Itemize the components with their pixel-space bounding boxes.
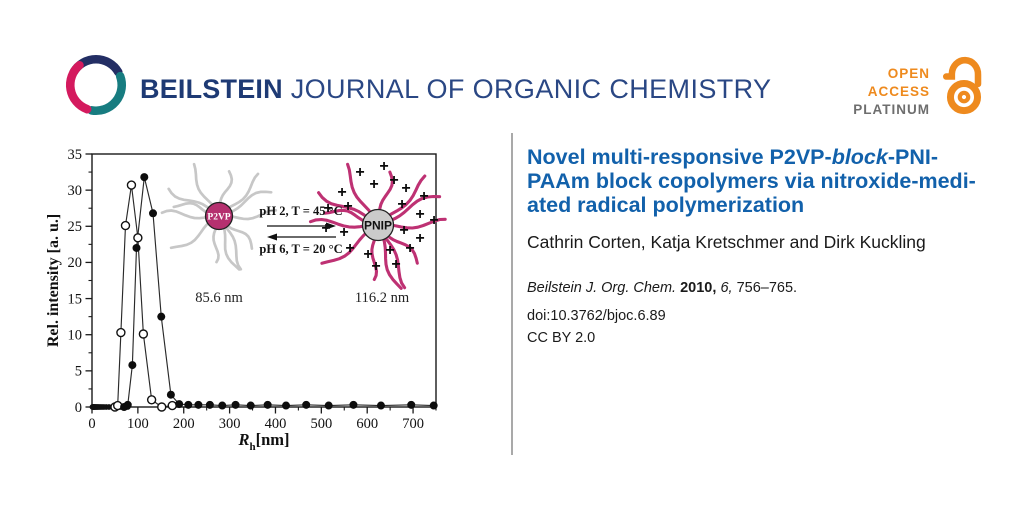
y-tick-label: 25 bbox=[68, 219, 83, 235]
x-tick-label: 700 bbox=[402, 416, 424, 432]
x-tick-label: 200 bbox=[173, 416, 195, 432]
dls-chart: 0 100 200 300 400 500 600 700 0 5 10 15 20 25 30 35 Rel.… bbox=[45, 147, 447, 453]
logo-arc-teal bbox=[87, 71, 127, 116]
x-tick-label: 500 bbox=[310, 416, 332, 432]
title-part-italic: block bbox=[831, 145, 888, 169]
lock-body bbox=[946, 80, 982, 115]
left-micelle: P2VP bbox=[160, 162, 278, 271]
x-tick-label: 100 bbox=[127, 416, 149, 432]
p2vp-core bbox=[204, 201, 234, 231]
open-lock-icon bbox=[943, 56, 982, 115]
right-micelle: PNIP bbox=[308, 162, 447, 290]
citation-line: Beilstein J. Org. Chem. 2010, 6, 756–765… bbox=[527, 280, 1011, 296]
svg-text:+: + bbox=[371, 258, 380, 275]
title-part-2: -PNI- bbox=[887, 145, 939, 169]
svg-text:+: + bbox=[419, 188, 428, 205]
citation-journal: Beilstein J. Org. Chem. bbox=[527, 280, 677, 296]
license-line: CC BY 2.0 bbox=[527, 330, 596, 346]
forward-condition-label: pH 2, T = 45 °C bbox=[259, 204, 342, 218]
reverse-arrowhead bbox=[267, 233, 277, 241]
y-axis-title: Rel. intensity [a. u.] bbox=[45, 214, 62, 347]
y-tick-label: 15 bbox=[68, 291, 83, 307]
plus-charges: ++++++++++++++++++++++ bbox=[321, 158, 438, 275]
svg-text:+: + bbox=[397, 196, 406, 213]
svg-text:+: + bbox=[401, 180, 410, 197]
journal-name: JOURNAL OF ORGANIC CHEMISTRY bbox=[290, 74, 772, 104]
svg-text:+: + bbox=[389, 172, 398, 189]
title-part-1: Novel multi-responsive P2VP- bbox=[527, 145, 832, 169]
svg-text:+: + bbox=[429, 212, 438, 229]
right-micelle-size-label: 116.2 nm bbox=[355, 290, 410, 306]
badge-access-label: ACCESS bbox=[867, 84, 930, 99]
x-tick-label: 300 bbox=[219, 416, 241, 432]
citation-pages: 756–765. bbox=[736, 280, 798, 296]
open-series-markers bbox=[110, 180, 177, 412]
equilibrium-arrows: pH 2, T = 45 °C pH 6, T = 20 °C bbox=[259, 204, 342, 256]
y-tick-label: 5 bbox=[75, 364, 82, 380]
svg-text:+: + bbox=[391, 256, 400, 273]
svg-text:+: + bbox=[363, 246, 372, 263]
article-title[interactable]: Novel multi-responsive P2VP-block-PNI- PA… bbox=[527, 145, 1011, 217]
x-tick-label: 400 bbox=[265, 416, 287, 432]
forward-arrowhead bbox=[326, 222, 336, 230]
journal-header: BEILSTEIN JOURNAL OF ORGANIC CHEMISTRY bbox=[140, 74, 771, 105]
article-info-panel: Novel multi-responsive P2VP-block-PNI- PA… bbox=[527, 145, 1011, 346]
svg-text:+: + bbox=[323, 200, 332, 217]
badge-platinum-label: PLATINUM bbox=[853, 102, 930, 117]
p2vp-core-label: P2VP bbox=[207, 213, 230, 223]
x-tick-label: 0 bbox=[88, 416, 95, 432]
lock-keyhole bbox=[957, 90, 971, 104]
x-axis-title: Rh[nm] bbox=[237, 430, 289, 453]
open-series-line bbox=[114, 184, 173, 408]
title-line-3: ated radical polymerization bbox=[527, 193, 805, 217]
badge-open-label: OPEN bbox=[887, 66, 930, 81]
y-tick-label: 35 bbox=[68, 147, 83, 163]
x-tick-label: 600 bbox=[356, 416, 378, 432]
beilstein-logo bbox=[66, 55, 127, 116]
svg-text:+: + bbox=[399, 222, 408, 239]
y-tick-label: 0 bbox=[75, 400, 82, 416]
brand-name: BEILSTEIN bbox=[140, 74, 283, 104]
logo-arc-crimson bbox=[66, 60, 92, 114]
svg-text:+: + bbox=[345, 240, 354, 257]
y-tick-label: 10 bbox=[68, 328, 83, 344]
svg-text:+: + bbox=[343, 198, 352, 215]
svg-text:+: + bbox=[385, 242, 394, 259]
pnip-core bbox=[361, 208, 395, 242]
lock-shackle bbox=[943, 56, 982, 88]
title-line-2: PAAm block copolymers via nitroxide-medi… bbox=[527, 169, 976, 193]
x-axis: 0 100 200 300 400 500 600 700 bbox=[88, 407, 437, 432]
svg-text:+: + bbox=[405, 240, 414, 257]
svg-text:+: + bbox=[379, 158, 388, 175]
filled-series-markers bbox=[120, 173, 438, 411]
citation-year: 2010, bbox=[680, 280, 717, 296]
author-line: Cathrin Corten, Katja Kretschmer and Dir… bbox=[527, 232, 926, 252]
y-tick-label: 30 bbox=[68, 183, 83, 199]
open-access-badge: OPEN ACCESS PLATINUM bbox=[790, 65, 930, 119]
vertical-divider bbox=[511, 133, 513, 455]
graphical-abstract-figure: 0 100 200 300 400 500 600 700 0 5 10 15 20 25 30 35 Rel.… bbox=[30, 140, 480, 470]
svg-text:+: + bbox=[415, 230, 424, 247]
svg-text:+: + bbox=[337, 184, 346, 201]
y-axis: 0 5 10 15 20 25 30 35 bbox=[68, 147, 92, 416]
svg-text:+: + bbox=[415, 206, 424, 223]
citation-volume: 6, bbox=[720, 280, 733, 296]
left-micelle-size-label: 85.6 nm bbox=[195, 290, 243, 306]
svg-text:+: + bbox=[339, 224, 348, 241]
reverse-condition-label: pH 6, T = 20 °C bbox=[259, 242, 342, 256]
svg-text:+: + bbox=[369, 176, 378, 193]
doi-line: doi:10.3762/bjoc.6.89 bbox=[527, 308, 666, 324]
y-tick-label: 20 bbox=[68, 255, 83, 271]
svg-text:+: + bbox=[355, 164, 364, 181]
pnip-core-label: PNIP bbox=[364, 219, 392, 233]
